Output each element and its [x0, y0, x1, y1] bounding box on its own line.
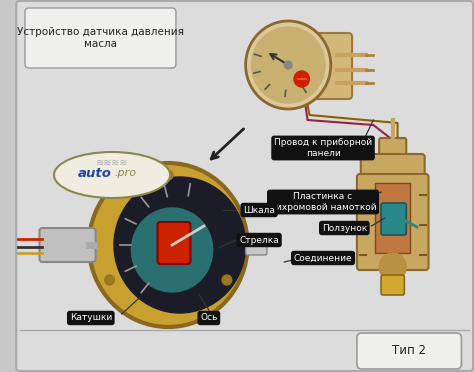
- Text: .pro: .pro: [114, 168, 136, 178]
- Circle shape: [222, 275, 232, 285]
- Text: Провод к приборной
панели: Провод к приборной панели: [274, 138, 372, 158]
- FancyBboxPatch shape: [357, 333, 461, 369]
- FancyBboxPatch shape: [375, 183, 410, 253]
- Text: Шкала: Шкала: [243, 205, 275, 215]
- Text: Катушки: Катушки: [70, 314, 112, 323]
- Circle shape: [164, 170, 173, 180]
- Circle shape: [89, 163, 247, 327]
- FancyBboxPatch shape: [381, 275, 404, 295]
- Text: Пластинка с
нихромовой намоткой: Пластинка с нихромовой намоткой: [270, 192, 376, 212]
- Text: Ползунок: Ползунок: [322, 224, 367, 232]
- FancyBboxPatch shape: [157, 222, 191, 264]
- FancyBboxPatch shape: [16, 1, 473, 371]
- Circle shape: [251, 27, 325, 103]
- FancyBboxPatch shape: [361, 154, 425, 182]
- Text: ≋≋≋≋: ≋≋≋≋: [96, 158, 128, 168]
- FancyBboxPatch shape: [25, 8, 176, 68]
- Text: Соединение: Соединение: [294, 253, 352, 263]
- Text: Стрелка: Стрелка: [239, 235, 279, 244]
- Circle shape: [379, 253, 406, 281]
- Circle shape: [294, 71, 310, 87]
- Text: Тип 2: Тип 2: [392, 344, 426, 357]
- Ellipse shape: [54, 152, 170, 198]
- FancyBboxPatch shape: [379, 138, 406, 162]
- Circle shape: [105, 275, 114, 285]
- FancyBboxPatch shape: [39, 228, 96, 262]
- FancyBboxPatch shape: [381, 203, 406, 235]
- Text: Ось: Ось: [200, 314, 218, 323]
- Text: Устройство датчика давления
масла: Устройство датчика давления масла: [17, 27, 184, 49]
- FancyBboxPatch shape: [277, 33, 352, 99]
- Text: auto: auto: [78, 167, 112, 180]
- FancyBboxPatch shape: [357, 174, 428, 270]
- Circle shape: [131, 208, 213, 292]
- FancyBboxPatch shape: [246, 235, 267, 255]
- Circle shape: [114, 177, 246, 313]
- Circle shape: [284, 61, 292, 69]
- Circle shape: [246, 21, 331, 109]
